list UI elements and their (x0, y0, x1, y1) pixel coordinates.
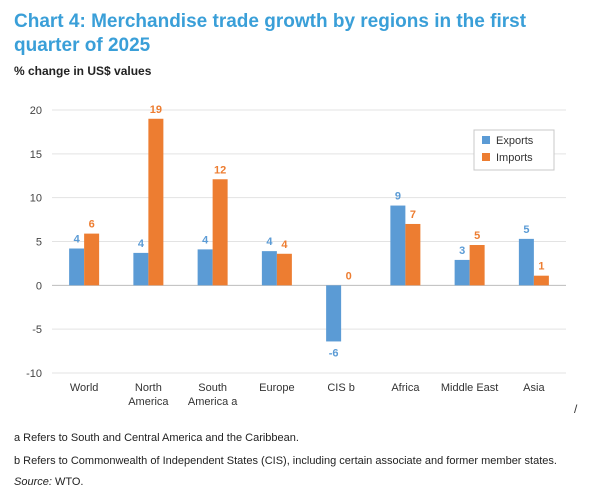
data-label-exports: 4 (138, 238, 145, 250)
y-tick-label: -5 (32, 324, 42, 336)
bar-exports (261, 251, 277, 286)
bar-imports (212, 179, 228, 286)
chart-subtitle: % change in US$ values (14, 64, 152, 78)
bars (69, 118, 549, 342)
bar-imports (148, 118, 164, 286)
data-label-imports: 1 (538, 261, 544, 273)
data-label-imports: 6 (89, 219, 95, 231)
bar-imports (469, 245, 485, 286)
legend-label-imports: Imports (496, 152, 533, 164)
data-label-imports: 12 (214, 164, 226, 176)
category-label: Africa (391, 382, 420, 394)
y-tick-label: -10 (26, 368, 42, 380)
y-axis: -10 -5 0 5 10 15 20 (26, 105, 42, 380)
legend-swatch-exports (482, 136, 490, 144)
bar-exports (518, 238, 534, 286)
data-label-exports: -6 (329, 347, 339, 359)
data-label-imports: 0 (346, 270, 352, 282)
legend: Exports Imports (473, 129, 555, 171)
data-label-imports: 7 (410, 209, 416, 221)
legend-swatch-imports (482, 153, 490, 161)
y-tick-label: 20 (30, 105, 42, 117)
source-note: Source: WTO. (14, 476, 84, 488)
data-label-imports: 4 (281, 239, 288, 251)
data-label-exports: 4 (266, 236, 273, 248)
data-label-imports: 19 (150, 104, 162, 116)
bar-imports (533, 275, 549, 286)
y-tick-label: 15 (30, 149, 42, 161)
footnote-b: b Refers to Commonwealth of Independent … (14, 455, 557, 467)
category-label: World (70, 382, 99, 394)
data-label-exports: 9 (395, 191, 401, 203)
bar-imports (276, 253, 292, 286)
x-axis: World North America South America a Europe CIS… (70, 382, 546, 408)
data-label-exports: 3 (459, 245, 465, 257)
bar-imports (405, 223, 421, 286)
y-tick-label: 5 (36, 237, 42, 249)
category-label: Asia (523, 382, 545, 394)
data-label-exports: 4 (202, 234, 209, 246)
footnote-a: a Refers to South and Central America an… (14, 432, 299, 444)
bar-exports (326, 285, 342, 342)
data-label-exports: 5 (523, 224, 529, 236)
gridlines (52, 109, 566, 374)
y-tick-label: 10 (30, 193, 42, 205)
bar-exports (197, 249, 213, 286)
category-label: Middle East (441, 382, 498, 394)
source-label: Source: (14, 476, 52, 488)
y-tick-label: 0 (36, 280, 42, 292)
bar-exports (454, 259, 470, 286)
category-label: America a (188, 396, 238, 408)
bar-exports (133, 252, 149, 286)
category-label: North (135, 382, 162, 394)
category-label: South (198, 382, 227, 394)
category-label: Europe (259, 382, 294, 394)
source-value: WTO. (51, 476, 84, 488)
data-label-imports: 5 (474, 230, 480, 242)
chart-title: Chart 4: Merchandise trade growth by reg… (14, 11, 527, 56)
data-label-exports: 4 (74, 234, 81, 246)
category-label: CIS b (327, 382, 355, 394)
bar-exports (390, 205, 406, 286)
category-label: America (128, 396, 169, 408)
stray-mark: / (574, 402, 578, 416)
bar-imports (84, 233, 100, 286)
bar-exports (69, 248, 85, 286)
legend-label-exports: Exports (496, 135, 534, 147)
